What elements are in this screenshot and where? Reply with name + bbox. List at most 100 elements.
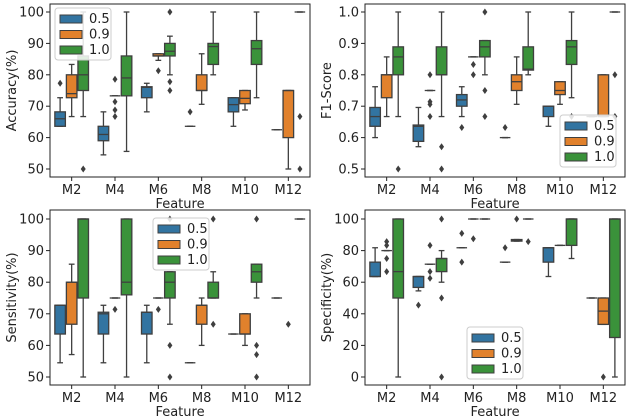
x-tick-label: M6 [464, 183, 484, 198]
legend-label: 0.5 [187, 222, 208, 237]
box-m12-1.0 [609, 11, 621, 121]
box-iqr [565, 218, 578, 247]
outlier-point [80, 165, 86, 173]
outlier-point [439, 143, 445, 151]
box-iqr [77, 218, 90, 299]
outlier-point [612, 71, 618, 79]
box-m4-1.0 [435, 11, 448, 173]
box-iqr [522, 46, 535, 71]
outlier-point [482, 8, 488, 16]
box-iqr [54, 304, 67, 335]
outlier-point [112, 75, 118, 83]
x-tick-label: M4 [420, 183, 440, 198]
outlier-point [439, 373, 445, 381]
legend-swatch [59, 45, 83, 55]
box-iqr [195, 74, 208, 92]
box-iqr [565, 39, 578, 66]
outlier-point [439, 215, 445, 223]
subplot-specificity-: 0 20 40 60 80 100 M2 M4 M6 M8 M10 M12 Feature Specifi… [320, 209, 626, 419]
box-m12-0.9 [285, 320, 291, 328]
y-tick-label: 0.6 [338, 131, 359, 146]
box-m6-0.9 [152, 53, 165, 75]
y-tick-label: 60 [27, 339, 44, 354]
box-m10-1.0 [565, 11, 578, 121]
box-m10-0.9 [239, 313, 251, 347]
outlier-point [502, 124, 508, 132]
box-iqr [239, 89, 251, 105]
box-m2-0.9 [381, 238, 392, 276]
legend: 0.50.91.0 [54, 7, 112, 61]
box-m8-1.0 [207, 11, 220, 76]
x-tick-label: M12 [589, 183, 617, 198]
outlier-point [112, 113, 118, 121]
box-m2-0.9 [65, 63, 78, 118]
box-m6-0.9 [468, 218, 479, 243]
subplot-sensitivity-: 50 60 70 80 90 100 M2 M4 M6 M8 M10 M12 Feature Sensit… [5, 209, 311, 419]
outlier-point [384, 238, 390, 246]
outlier-point [167, 373, 173, 381]
legend-swatch [59, 30, 83, 39]
box-m4-1.0 [435, 215, 448, 381]
x-tick-label: M4 [105, 183, 125, 198]
box-iqr [140, 86, 153, 99]
y-tick-label: 70 [27, 307, 44, 322]
legend: 0.50.91.0 [559, 114, 617, 168]
legend-swatch [157, 240, 181, 249]
box-iqr [97, 125, 110, 142]
y-axis-label: Specificity(%) [320, 253, 335, 343]
box-m10-1.0 [250, 215, 263, 381]
outlier-point [482, 87, 488, 94]
legend-swatch [471, 349, 495, 358]
y-tick-label: 100 [19, 213, 44, 228]
outlier-point [384, 268, 390, 276]
x-tick-label: M8 [507, 183, 527, 198]
x-tick-label: M12 [274, 183, 302, 198]
x-tick-label: M8 [507, 391, 527, 406]
box-m10-0.5 [542, 105, 555, 127]
outlier-point [155, 305, 161, 313]
outlier-point [210, 215, 216, 223]
box-m2-1.0 [392, 218, 405, 378]
box-m4-0.9 [109, 75, 121, 121]
box-m4-1.0 [120, 218, 133, 378]
outlier-point [525, 238, 531, 246]
y-tick-label: 60 [27, 131, 44, 146]
box-iqr [369, 261, 382, 278]
box-iqr [250, 263, 263, 283]
box-iqr [392, 218, 405, 299]
legend-swatch [471, 364, 495, 374]
box-iqr [282, 89, 295, 139]
outlier-point [395, 165, 401, 173]
box-iqr [554, 81, 566, 96]
y-tick-label: 0.5 [338, 163, 359, 178]
box-m4-0.5 [97, 111, 110, 156]
x-tick-label: M4 [105, 391, 125, 406]
box-m10-0.5 [227, 97, 240, 127]
box-m8-1.0 [207, 215, 220, 328]
y-tick-label: 100 [334, 213, 359, 228]
box-m10-0.5 [542, 247, 555, 278]
y-axis-label: Sensitivity(%) [5, 252, 20, 342]
box-iqr [120, 218, 133, 296]
box-m4-0.5 [412, 106, 425, 148]
legend-label: 0.9 [594, 135, 615, 150]
outlier-point [254, 215, 260, 223]
box-iqr [435, 46, 448, 76]
outlier-point [470, 71, 476, 79]
x-tick-label: M12 [274, 391, 302, 406]
box-iqr [140, 311, 153, 335]
x-tick-label: M8 [192, 183, 212, 198]
outlier-point [459, 229, 465, 237]
x-tick-label: M10 [231, 183, 259, 198]
x-axis-label: Feature [470, 197, 519, 212]
box-m2-0.5 [54, 79, 67, 127]
box-m10-0.9 [239, 89, 251, 111]
box-iqr [207, 281, 220, 299]
outlier-point [439, 165, 445, 173]
x-tick-label: M2 [62, 183, 82, 198]
legend-label: 0.9 [187, 238, 208, 253]
x-tick-label: M6 [149, 183, 169, 198]
x-tick-label: M10 [546, 183, 574, 198]
outlier-point [470, 235, 476, 243]
box-m8-0.5 [499, 124, 511, 139]
